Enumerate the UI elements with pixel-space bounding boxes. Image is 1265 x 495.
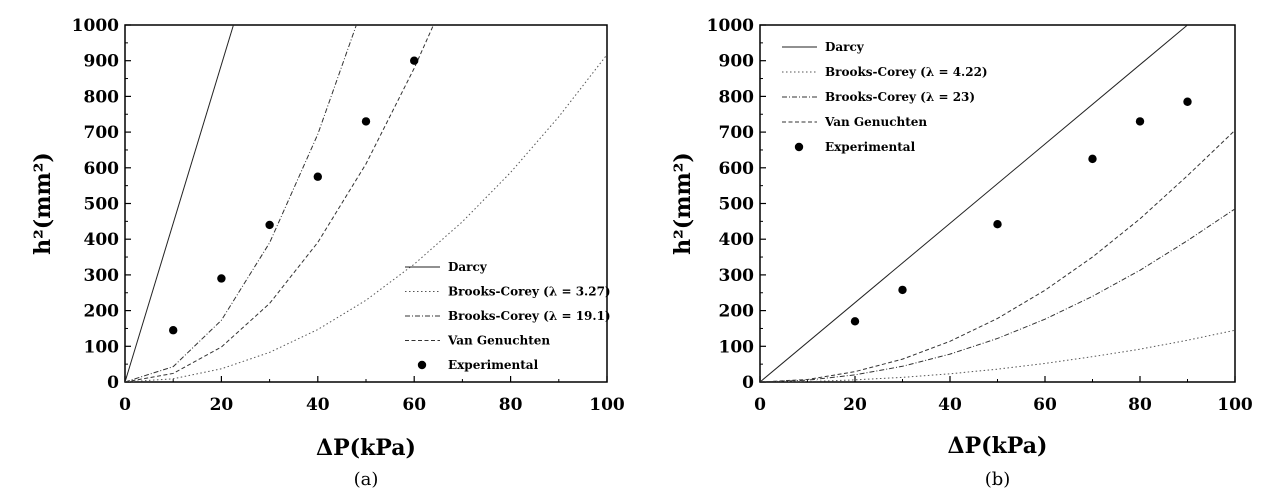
- legend-label: Darcy: [448, 260, 488, 274]
- y-tick-label: 900: [84, 52, 120, 72]
- experimental-point: [898, 285, 907, 295]
- x-tick-label: 0: [754, 395, 766, 415]
- y-tick-label: 100: [719, 337, 755, 357]
- legend-label: Brooks-Corey (λ = 19.1): [448, 309, 611, 323]
- legend-label: Darcy: [825, 40, 865, 54]
- x-tick-label: 60: [1033, 395, 1057, 415]
- y-tick-label: 700: [84, 123, 120, 143]
- y-tick-label: 200: [84, 302, 120, 322]
- panel-caption: (b): [985, 469, 1011, 490]
- series-line-solid: [125, 25, 234, 382]
- x-tick-label: 20: [210, 395, 234, 415]
- y-axis-title: h²(mm²): [30, 152, 56, 255]
- series-line-dotted: [125, 54, 607, 382]
- chart-panel-1: 0 20 40 60 80 1000100200300400500600700800900…: [670, 16, 1253, 490]
- x-tick-label: 40: [306, 395, 330, 415]
- y-axis-title: h²(mm²): [670, 152, 696, 255]
- y-tick-label: 400: [84, 230, 120, 250]
- x-tick-label: 20: [843, 395, 867, 415]
- y-tick-label: 800: [719, 87, 755, 107]
- series-line-dashed: [760, 129, 1235, 382]
- legend: Darcy Brooks-Corey (λ = 3.27) Brooks-Corey…: [405, 260, 611, 372]
- series-group: [760, 25, 1235, 382]
- experimental-point: [1088, 154, 1097, 164]
- y-tick-label: 900: [719, 52, 755, 72]
- legend-label: Experimental: [825, 140, 916, 154]
- y-tick-label: 300: [84, 266, 120, 286]
- experimental-point: [169, 326, 178, 335]
- experimental-point: [217, 274, 226, 283]
- experimental-point: [850, 317, 860, 326]
- legend-label: Van Genuchten: [447, 334, 550, 348]
- series-line-solid: [760, 25, 1188, 382]
- legend-marker: [417, 360, 427, 370]
- legend-label: Experimental: [448, 358, 539, 372]
- x-tick-label: 80: [1128, 395, 1152, 415]
- y-tick-label: 300: [719, 266, 755, 286]
- y-tick-label: 500: [719, 195, 755, 215]
- x-tick-label: 40: [938, 395, 962, 415]
- x-tick-label: 100: [589, 395, 625, 415]
- chart-panel-0: 0 20 40 60 80 1000100200300400500600700800900…: [30, 16, 625, 490]
- x-tick-label: 100: [1217, 395, 1253, 415]
- y-tick-label: 800: [84, 87, 120, 107]
- experimental-point: [1183, 97, 1192, 106]
- y-tick-label: 700: [719, 123, 755, 143]
- y-tick-label: 0: [107, 373, 119, 393]
- x-tick-label: 0: [119, 395, 131, 415]
- series-line-dashdot: [125, 25, 357, 382]
- y-tick-label: 400: [719, 230, 755, 250]
- y-tick-label: 0: [742, 373, 754, 393]
- experimental-point: [313, 172, 322, 181]
- y-tick-label: 600: [84, 159, 120, 179]
- experimental-point: [993, 220, 1002, 229]
- series-line-dashdot: [760, 208, 1235, 382]
- panel-caption: (a): [354, 469, 379, 490]
- legend-label: Brooks-Corey (λ = 3.27): [448, 285, 611, 299]
- x-axis-title: ΔP(kPa): [316, 435, 416, 461]
- experimental-point: [1135, 117, 1145, 126]
- y-tick-label: 100: [84, 337, 120, 357]
- experimental-point: [265, 220, 274, 230]
- y-tick-label: 200: [719, 302, 755, 322]
- legend-label: Brooks-Corey (λ = 23): [825, 90, 975, 104]
- legend-label: Van Genuchten: [824, 115, 927, 129]
- plot-frame: [124, 24, 608, 383]
- y-tick-label: 1000: [707, 16, 754, 36]
- y-tick-label: 1000: [72, 16, 119, 36]
- series-group: [125, 25, 607, 382]
- experimental-point: [410, 56, 419, 65]
- y-tick-label: 600: [719, 159, 755, 179]
- y-tick-label: 500: [84, 195, 120, 215]
- legend-label: Brooks-Corey (λ = 4.22): [825, 65, 988, 79]
- x-tick-label: 80: [499, 395, 523, 415]
- experimental-point: [361, 117, 371, 126]
- x-tick-label: 60: [402, 395, 426, 415]
- x-axis-title: ΔP(kPa): [948, 433, 1048, 459]
- legend: Darcy Brooks-Corey (λ = 4.22) Brooks-Corey…: [782, 40, 988, 154]
- legend-marker: [794, 142, 804, 152]
